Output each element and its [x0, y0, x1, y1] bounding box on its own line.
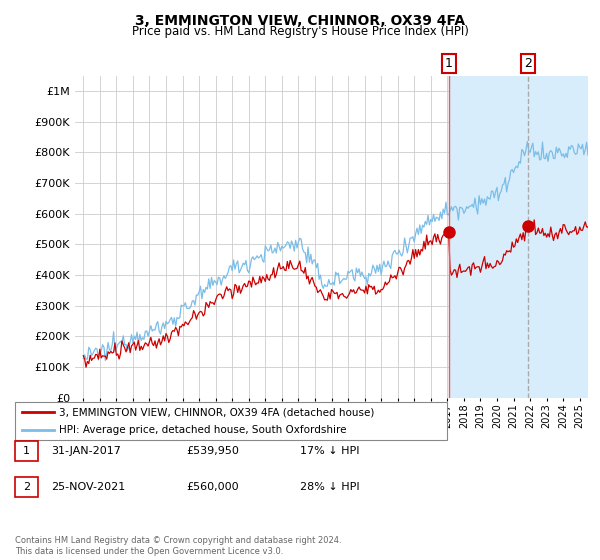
Text: 25-NOV-2021: 25-NOV-2021 [51, 482, 125, 492]
Text: £539,950: £539,950 [186, 446, 239, 456]
Text: 1: 1 [445, 57, 452, 70]
Text: 1: 1 [23, 446, 30, 456]
Text: 3, EMMINGTON VIEW, CHINNOR, OX39 4FA (detached house): 3, EMMINGTON VIEW, CHINNOR, OX39 4FA (de… [59, 407, 374, 417]
Text: 2: 2 [524, 57, 532, 70]
Text: 31-JAN-2017: 31-JAN-2017 [51, 446, 121, 456]
Text: 2: 2 [23, 482, 30, 492]
Text: Price paid vs. HM Land Registry's House Price Index (HPI): Price paid vs. HM Land Registry's House … [131, 25, 469, 38]
Bar [449, 76, 588, 398]
Text: 17% ↓ HPI: 17% ↓ HPI [300, 446, 359, 456]
Text: £560,000: £560,000 [186, 482, 239, 492]
Text: 3, EMMINGTON VIEW, CHINNOR, OX39 4FA: 3, EMMINGTON VIEW, CHINNOR, OX39 4FA [135, 14, 465, 28]
Text: 28% ↓ HPI: 28% ↓ HPI [300, 482, 359, 492]
Text: Contains HM Land Registry data © Crown copyright and database right 2024.
This d: Contains HM Land Registry data © Crown c… [15, 536, 341, 556]
Text: HPI: Average price, detached house, South Oxfordshire: HPI: Average price, detached house, Sout… [59, 425, 346, 435]
